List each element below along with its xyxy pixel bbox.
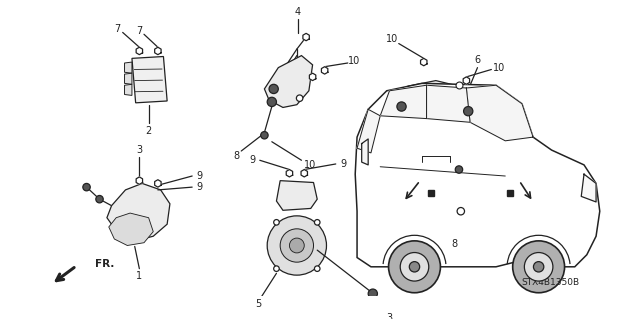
Text: 4: 4: [294, 7, 301, 17]
Polygon shape: [467, 85, 533, 141]
Text: 7: 7: [114, 24, 120, 34]
Circle shape: [269, 84, 278, 93]
Circle shape: [260, 131, 268, 139]
Polygon shape: [362, 139, 368, 165]
Polygon shape: [463, 77, 470, 84]
Polygon shape: [107, 183, 170, 241]
Polygon shape: [454, 136, 482, 169]
Circle shape: [83, 183, 90, 191]
Circle shape: [274, 219, 279, 225]
Polygon shape: [426, 85, 470, 122]
Text: 3: 3: [387, 313, 392, 319]
Circle shape: [457, 208, 465, 215]
Text: 10: 10: [386, 34, 398, 44]
Polygon shape: [581, 174, 596, 202]
Text: 5: 5: [255, 299, 261, 309]
Circle shape: [314, 219, 320, 225]
Circle shape: [267, 97, 276, 107]
Text: 10: 10: [493, 63, 505, 73]
Polygon shape: [355, 83, 600, 267]
Circle shape: [455, 166, 463, 173]
Polygon shape: [399, 81, 470, 125]
Circle shape: [314, 266, 320, 271]
Text: 10: 10: [304, 160, 316, 170]
Circle shape: [397, 102, 406, 111]
Circle shape: [534, 262, 544, 272]
Text: 9: 9: [250, 155, 255, 165]
Polygon shape: [132, 56, 167, 103]
Circle shape: [513, 241, 564, 293]
Polygon shape: [125, 73, 132, 84]
Text: 9: 9: [340, 159, 346, 169]
Circle shape: [296, 95, 303, 101]
Text: 8: 8: [451, 239, 458, 249]
Polygon shape: [155, 180, 161, 187]
Circle shape: [463, 107, 473, 116]
Circle shape: [289, 238, 304, 253]
Circle shape: [524, 253, 553, 281]
Text: 7: 7: [136, 26, 143, 36]
Polygon shape: [264, 56, 312, 108]
Circle shape: [388, 241, 440, 293]
Polygon shape: [309, 73, 316, 81]
Polygon shape: [380, 85, 426, 119]
Circle shape: [274, 266, 279, 271]
Polygon shape: [321, 67, 328, 74]
Polygon shape: [136, 47, 143, 55]
Polygon shape: [276, 181, 317, 210]
Text: 2: 2: [145, 126, 152, 136]
Polygon shape: [136, 177, 143, 184]
Polygon shape: [357, 109, 380, 153]
Circle shape: [368, 289, 378, 298]
Circle shape: [96, 196, 103, 203]
Text: 9: 9: [196, 182, 203, 192]
Polygon shape: [155, 47, 161, 55]
Polygon shape: [303, 33, 309, 41]
Circle shape: [400, 253, 429, 281]
Text: 6: 6: [474, 55, 481, 65]
Circle shape: [280, 229, 314, 262]
Polygon shape: [301, 169, 307, 177]
Text: 9: 9: [196, 171, 203, 181]
Text: 1: 1: [136, 271, 143, 281]
Text: 10: 10: [348, 56, 360, 66]
Circle shape: [267, 216, 326, 275]
Polygon shape: [125, 62, 132, 73]
Text: STX4B1350B: STX4B1350B: [521, 278, 579, 287]
Text: FR.: FR.: [95, 259, 115, 269]
Polygon shape: [420, 58, 427, 66]
Circle shape: [410, 262, 420, 272]
Polygon shape: [125, 84, 132, 95]
Text: 8: 8: [234, 151, 240, 161]
Text: 3: 3: [136, 145, 143, 155]
Polygon shape: [286, 169, 292, 177]
Polygon shape: [109, 213, 153, 246]
